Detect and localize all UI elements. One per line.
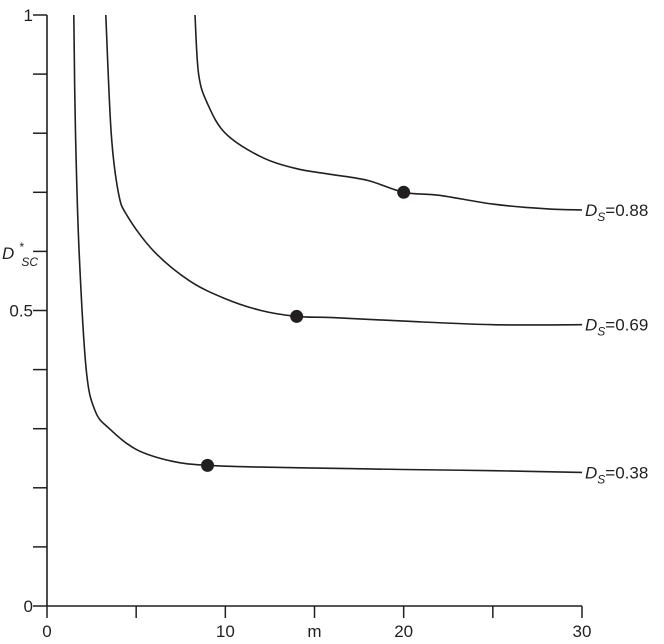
x-tick-label: 30 xyxy=(573,622,592,641)
x-tick-label: 20 xyxy=(394,622,413,641)
x-tick-label: 0 xyxy=(42,622,51,641)
curve-d-s-0-38 xyxy=(73,14,583,474)
y-axis-label-sub: SC xyxy=(21,255,38,269)
ticks: 0 10 20 30 0 0.5 1 xyxy=(9,6,591,641)
curve-d-s-0-88 xyxy=(194,14,583,211)
y-axis-label: D * SC xyxy=(2,236,38,269)
y-tick-label: 1 xyxy=(24,6,33,25)
y-axis-label-sup: * xyxy=(19,240,24,254)
curve-label-d-s-0-69: DS=0.69 xyxy=(585,316,648,339)
y-axis-label-base: D xyxy=(2,244,14,263)
marker-d-s-0-69 xyxy=(290,309,304,323)
curve-label-d-s-0-38: DS=0.38 xyxy=(585,463,648,486)
labels: DS=0.88 DS=0.69 DS=0.38 xyxy=(585,201,648,486)
marker-d-s-0-38 xyxy=(201,458,214,472)
curve-d-s-0-69 xyxy=(105,14,583,326)
x-axis-label: m xyxy=(307,622,321,641)
y-tick-label: 0.5 xyxy=(9,302,33,321)
marker-d-s-0-88 xyxy=(397,185,411,199)
x-tick-label: 10 xyxy=(216,622,235,641)
curves xyxy=(73,14,583,474)
curve-label-d-s-0-88: DS=0.88 xyxy=(585,201,648,224)
axes xyxy=(46,15,582,607)
markers xyxy=(201,185,411,472)
y-tick-label: 0 xyxy=(24,597,33,616)
